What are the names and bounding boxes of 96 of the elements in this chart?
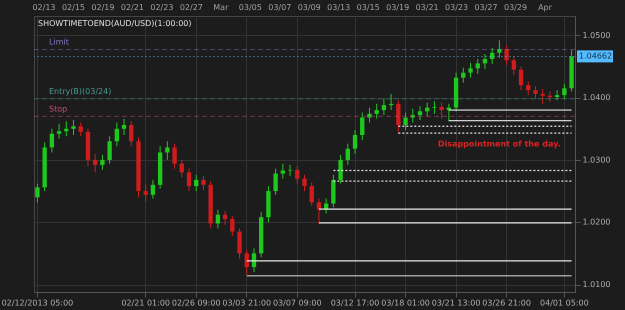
- candlestick: [144, 183, 148, 202]
- candlestick: [446, 103, 452, 122]
- candlestick: [482, 54, 488, 70]
- candlestick: [410, 108, 415, 124]
- chart-title: SHOWTIMETOEND(AUD/USD)(1:00:00): [38, 19, 192, 28]
- annotation: Disappointment of the day.: [438, 139, 561, 148]
- candlestick: [396, 100, 400, 134]
- text: 03/23: [445, 3, 468, 12]
- y-tick-label: 1.0300: [582, 155, 610, 164]
- candlestick: [122, 118, 126, 136]
- y-tick-label: 1.0100: [582, 280, 610, 290]
- ref-line-label: Limit: [49, 38, 69, 47]
- candlestick: [554, 90, 560, 101]
- candlestick: [216, 209, 220, 229]
- candlestick: [490, 47, 494, 64]
- text: 03/27: [474, 3, 498, 12]
- candlestick: [512, 56, 516, 76]
- text: Apr: [538, 3, 553, 12]
- text: 02/19: [91, 3, 114, 12]
- x-tick-label: 03/21 13:00: [432, 298, 480, 308]
- text: 03/21: [416, 3, 439, 12]
- candlestick: [180, 159, 184, 178]
- text: 03/13: [327, 3, 350, 12]
- x-tick-label: 04/01 05:00: [540, 298, 589, 308]
- candlestick: [165, 140, 170, 160]
- candlestick: [497, 40, 502, 58]
- candlestick: [324, 198, 328, 214]
- candlestick: [222, 210, 228, 226]
- x-tick-label: 02/26 09:00: [172, 298, 221, 308]
- x-tick-label: 03/12 17:00: [330, 298, 380, 308]
- candlestick: [64, 120, 68, 137]
- candlestick: [186, 168, 192, 192]
- candlestick: [331, 174, 336, 208]
- text: 03/09: [298, 3, 321, 12]
- y-tick-label: 1.0200: [582, 218, 610, 227]
- text: 03/15: [356, 3, 380, 12]
- candlestick: [194, 174, 198, 192]
- candlestick: [50, 128, 54, 153]
- candlestick: [71, 120, 76, 136]
- candlestick: [201, 176, 206, 190]
- x-tick-label: 02/12/2013 05:00: [2, 298, 74, 308]
- x-tick-label: 03/18 01:00: [381, 298, 430, 308]
- candlestick: [35, 183, 40, 203]
- candlestick: [273, 168, 278, 196]
- x-tick-label: 03/26 21:00: [482, 298, 531, 308]
- ref-line-label: Stop: [49, 104, 68, 114]
- y-tick-label: 1.0400: [582, 93, 610, 102]
- candlestick: [425, 102, 430, 117]
- candlestick: [114, 122, 119, 147]
- ref-line-label: 1.04662: [579, 51, 612, 60]
- candlestick: [78, 122, 83, 137]
- candlestick: [476, 58, 480, 74]
- ref-line-label: Entry(B)(03/24): [49, 86, 112, 96]
- candlestick: [295, 166, 300, 184]
- x-tick-label: 03/07 09:00: [272, 298, 322, 308]
- candlestick: [310, 182, 314, 207]
- candlestick: [302, 174, 307, 192]
- text: 02/23: [150, 3, 174, 12]
- text: Mar: [213, 3, 230, 12]
- candlestick: [403, 112, 408, 131]
- candlestick: [338, 154, 343, 184]
- candlestick: [150, 179, 156, 200]
- candlestick: [461, 67, 466, 84]
- candlestick: [230, 215, 234, 236]
- candlestick: [360, 112, 364, 140]
- candlestick: [346, 143, 350, 166]
- x-tick-label: 03/03 21:00: [222, 298, 272, 308]
- candlestick: [439, 102, 444, 120]
- text: 03/05: [238, 3, 262, 12]
- candlestick: [129, 120, 134, 147]
- y-tick-label: 1.0500: [582, 30, 610, 40]
- candlestick: [172, 143, 177, 170]
- candlestick: [56, 123, 62, 140]
- candlestick: [100, 154, 105, 170]
- x-tick-label: 02/21 01:00: [121, 298, 170, 308]
- candlestick: [562, 83, 567, 100]
- candlestick: [237, 228, 242, 259]
- candlestick: [548, 90, 552, 102]
- text: 02/27: [180, 3, 203, 12]
- candlestick: [244, 249, 249, 276]
- candlestick: [533, 86, 538, 100]
- candlestick: [374, 103, 379, 120]
- candlestick: [107, 136, 112, 164]
- candlestick: [93, 153, 98, 173]
- candlestick: [504, 44, 509, 66]
- text: 03/19: [386, 3, 410, 12]
- candlestick: [518, 66, 524, 91]
- text: 03/29: [504, 3, 528, 12]
- text: 02/15: [62, 3, 85, 12]
- text: 02/21: [120, 3, 144, 12]
- candlestick: [280, 163, 286, 180]
- text: 02/13: [32, 3, 56, 12]
- text: 03/07: [268, 3, 292, 12]
- candlestick: [526, 80, 530, 96]
- candlestick: [382, 98, 386, 116]
- candlestick: [352, 130, 358, 154]
